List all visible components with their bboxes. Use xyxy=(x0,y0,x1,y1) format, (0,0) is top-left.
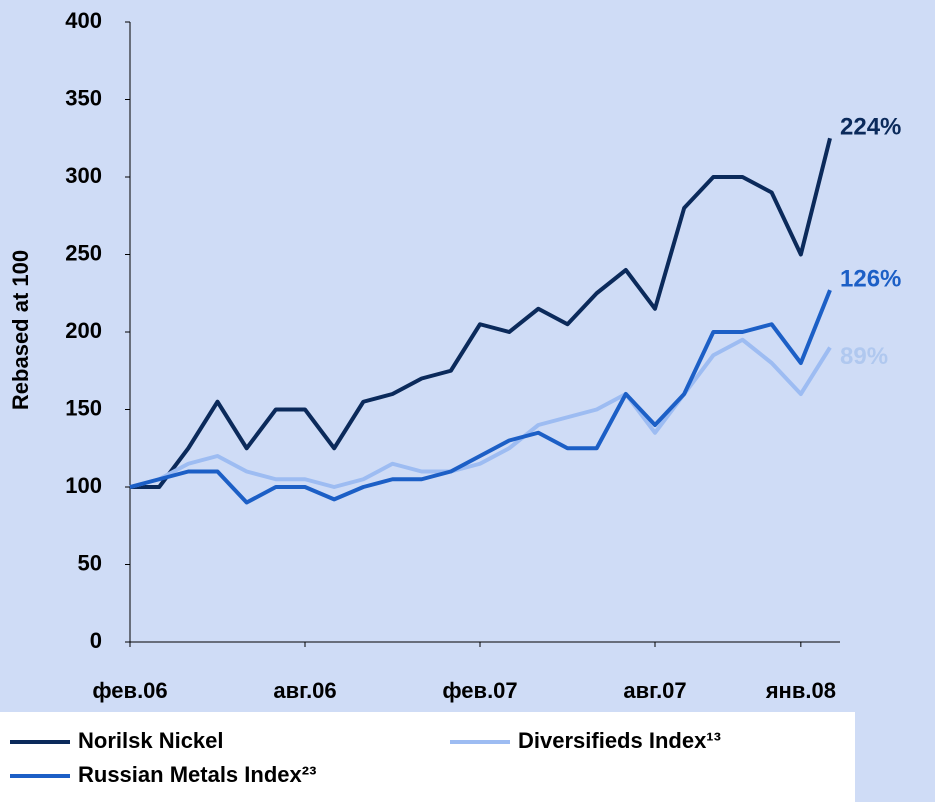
y-tick-label: 400 xyxy=(65,8,102,33)
legend-label: Norilsk Nickel xyxy=(78,728,224,753)
x-tick-label: авг.06 xyxy=(273,678,336,703)
y-tick-label: 200 xyxy=(65,318,102,343)
y-tick-label: 300 xyxy=(65,163,102,188)
x-tick-label: фев.06 xyxy=(92,678,167,703)
y-tick-label: 350 xyxy=(65,85,102,110)
y-tick-label: 50 xyxy=(78,550,102,575)
y-axis-label: Rebased at 100 xyxy=(8,250,33,410)
y-tick-label: 0 xyxy=(90,628,102,653)
legend-label: Diversifieds Index¹³ xyxy=(518,728,721,753)
y-tick-label: 100 xyxy=(65,473,102,498)
series-line xyxy=(130,137,832,489)
legend-background xyxy=(0,712,855,802)
x-tick-label: фев.07 xyxy=(442,678,517,703)
y-tick-label: 250 xyxy=(65,240,102,265)
end-label: 224% xyxy=(840,114,901,141)
series-line xyxy=(129,289,832,505)
legend-label: Russian Metals Index²³ xyxy=(78,762,316,787)
series-line xyxy=(129,337,832,489)
x-tick-label: авг.07 xyxy=(623,678,686,703)
x-tick-label: янв.08 xyxy=(765,678,836,703)
y-tick-label: 150 xyxy=(65,395,102,420)
end-label: 126% xyxy=(840,265,901,292)
end-label: 89% xyxy=(840,343,888,370)
